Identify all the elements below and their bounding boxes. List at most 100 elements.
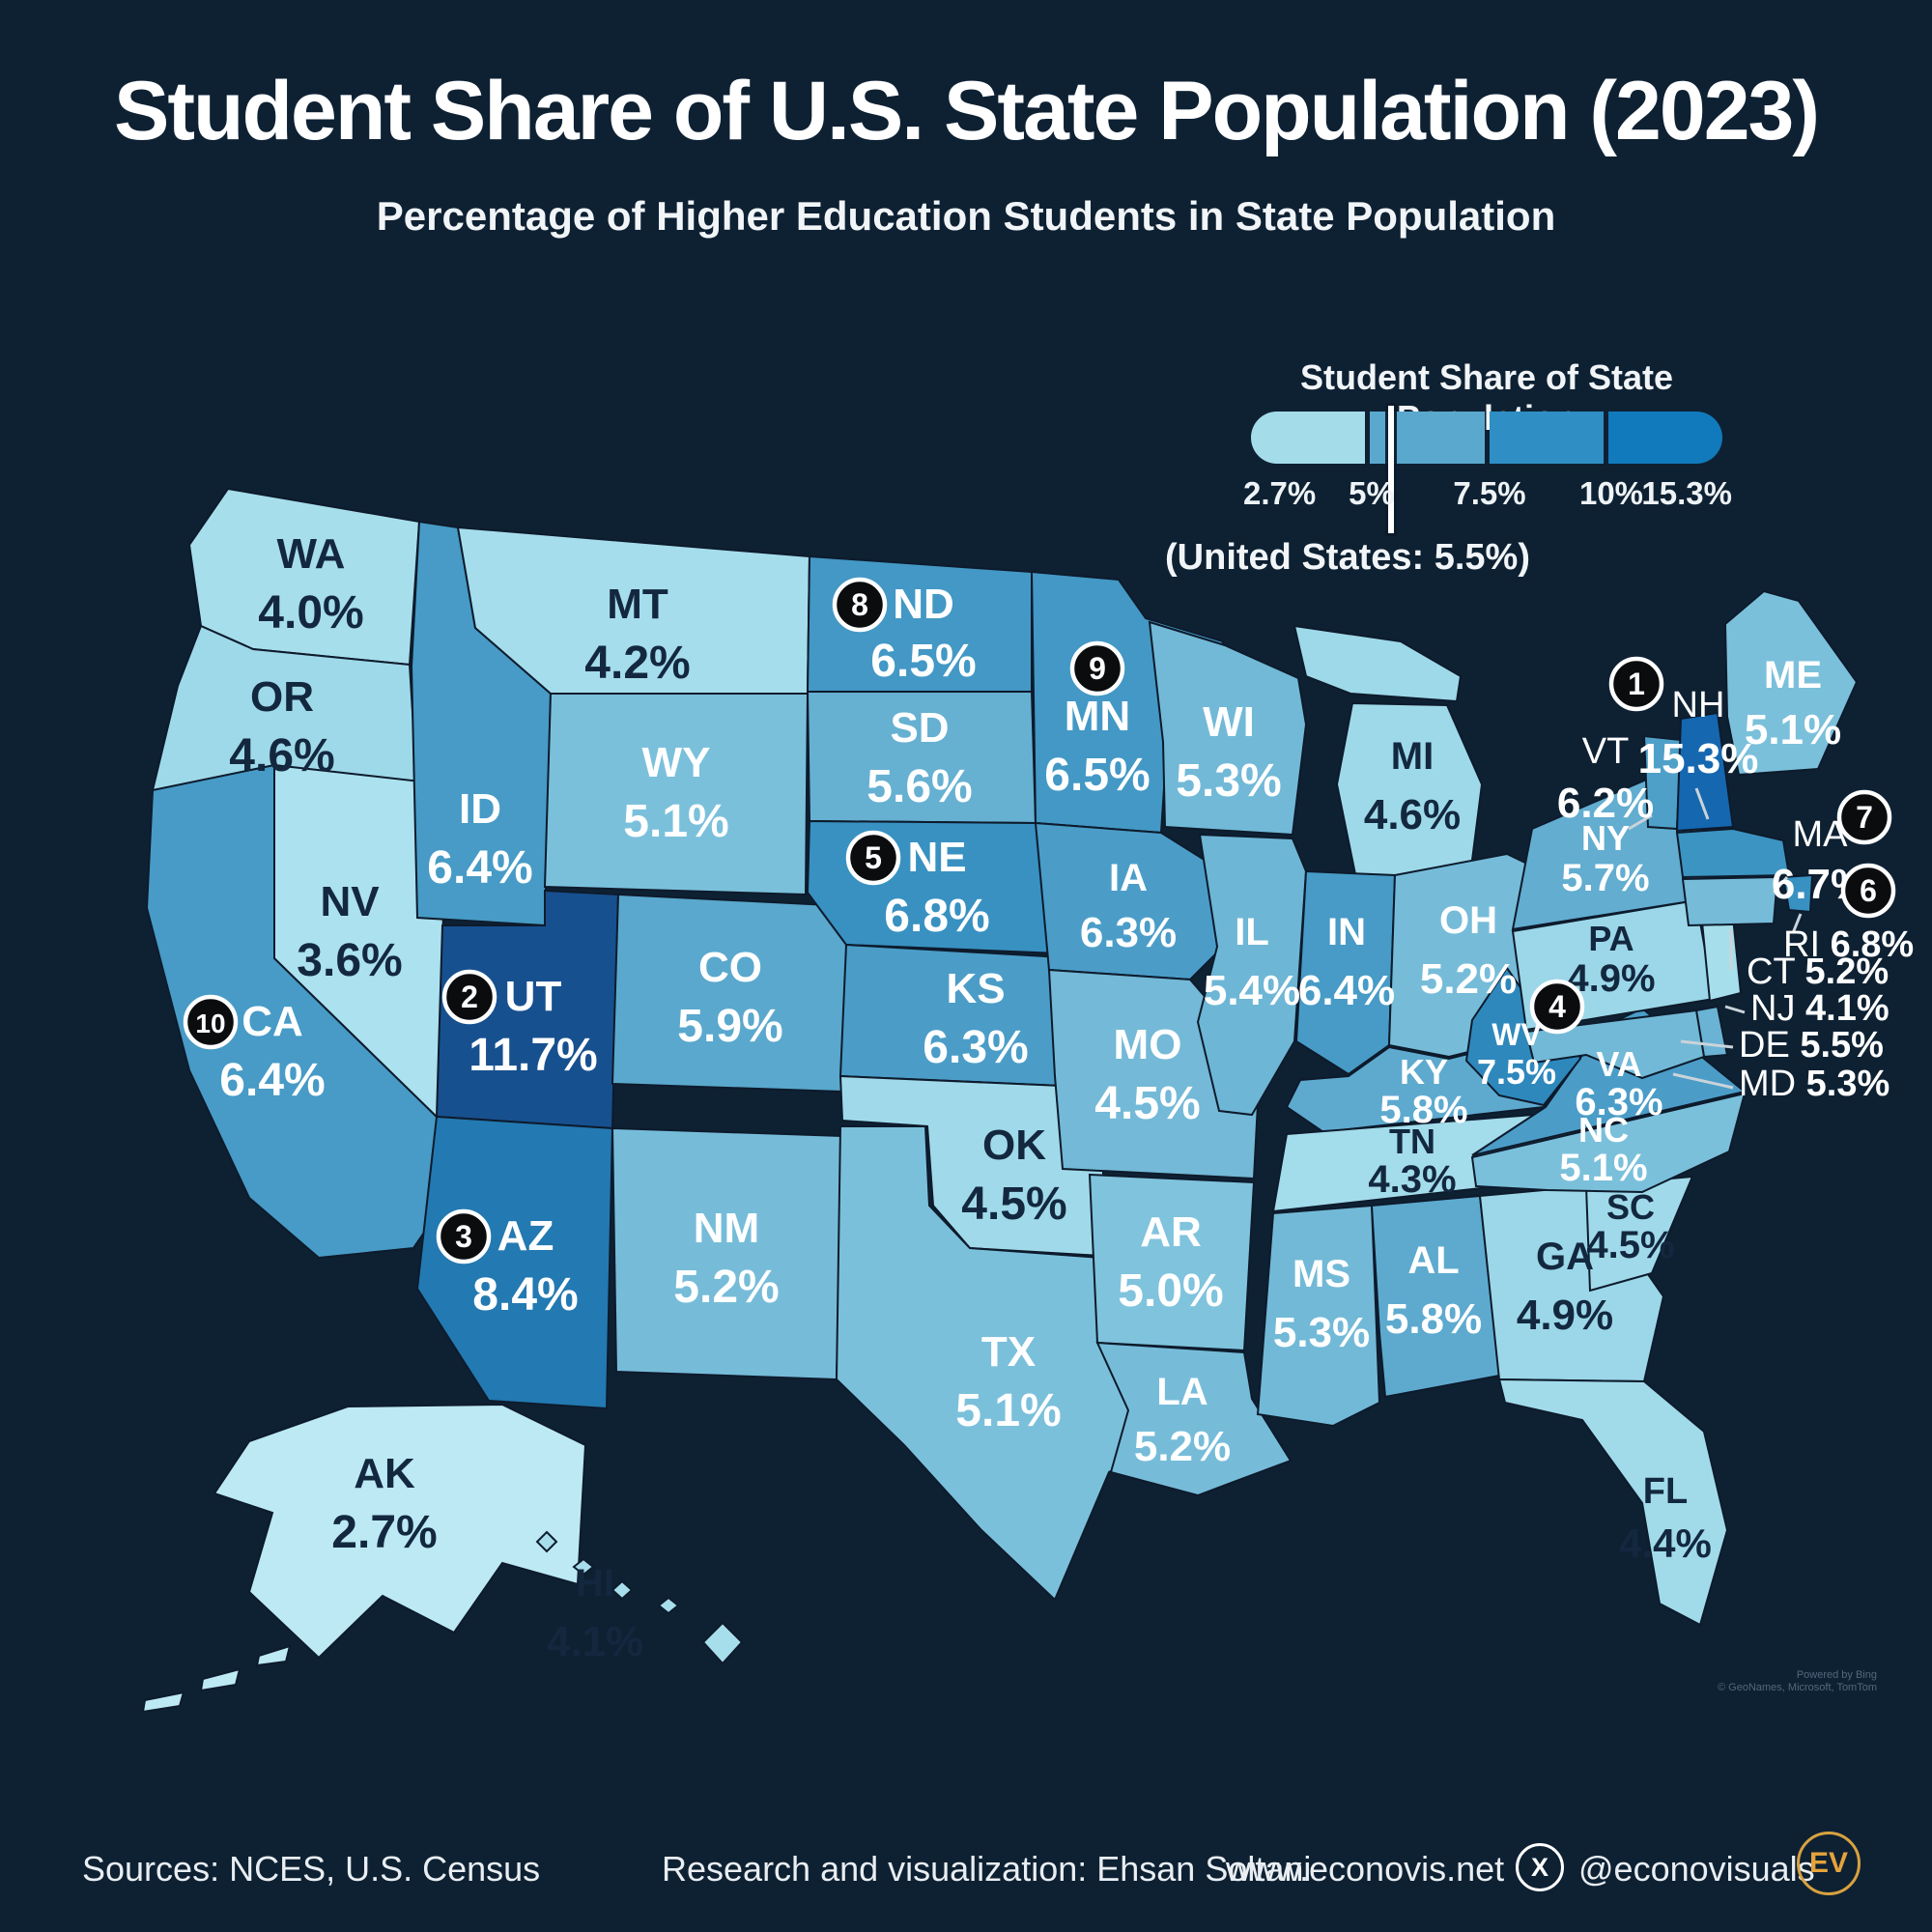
state-label-SC: SC bbox=[1606, 1187, 1655, 1227]
legend-tick: 2.7% bbox=[1243, 475, 1317, 511]
rank-badge-MA bbox=[1836, 789, 1892, 845]
rank-badge-number-RI: 6 bbox=[1860, 873, 1877, 908]
state-value-CO: 5.9% bbox=[677, 1001, 782, 1052]
state-shape-AK bbox=[213, 1403, 587, 1660]
state-shape-LA bbox=[1095, 1341, 1293, 1497]
state-shape-AK bbox=[255, 1644, 292, 1667]
state-label-ME: ME bbox=[1764, 654, 1822, 696]
rank-badge-MN bbox=[1069, 640, 1125, 696]
leader-line-RI bbox=[1791, 913, 1803, 934]
state-shape-HI bbox=[701, 1621, 744, 1665]
state-value-SC: 4.5% bbox=[1586, 1224, 1674, 1266]
state-value-KS: 6.3% bbox=[923, 1022, 1028, 1073]
map-attribution: Powered by Bing © GeoNames, Microsoft, T… bbox=[1491, 1669, 1877, 1694]
state-value-FL: 4.4% bbox=[1619, 1520, 1712, 1566]
rank-badge-number-CA: 10 bbox=[195, 1009, 225, 1038]
state-label-CA: CA bbox=[242, 998, 303, 1045]
footer-website-link[interactable]: www.econovis.net bbox=[1226, 1849, 1505, 1889]
state-value-MS: 5.3% bbox=[1273, 1309, 1370, 1356]
state-value-SD: 5.6% bbox=[867, 761, 972, 812]
state-label-VT: VT bbox=[1582, 731, 1630, 772]
state-shape-NC bbox=[1470, 1092, 1747, 1194]
state-value-NC: 5.1% bbox=[1559, 1147, 1647, 1189]
state-value-LA: 5.2% bbox=[1134, 1423, 1231, 1470]
rank-badge-number-NE: 5 bbox=[865, 840, 882, 875]
state-value-TN: 4.3% bbox=[1368, 1158, 1456, 1201]
rank-badge-AZ bbox=[436, 1208, 492, 1264]
state-label-WY: WY bbox=[642, 739, 711, 786]
state-shape-HI bbox=[657, 1596, 680, 1615]
state-label-NH: NH bbox=[1672, 685, 1725, 725]
rank-badge-ND bbox=[832, 577, 888, 633]
state-label-WA: WA bbox=[277, 530, 346, 578]
state-label-MO: MO bbox=[1114, 1021, 1182, 1068]
x-social-icon[interactable]: X bbox=[1516, 1843, 1564, 1891]
state-shape-AZ bbox=[415, 1115, 614, 1410]
footer-social-handle[interactable]: @econovisuals bbox=[1578, 1849, 1815, 1889]
leader-line-NH bbox=[1694, 787, 1710, 820]
state-value-OK: 4.5% bbox=[961, 1179, 1066, 1230]
page-subtitle: Percentage of Higher Education Students … bbox=[376, 193, 1556, 239]
state-shape-AR bbox=[1088, 1173, 1256, 1352]
state-label-AL: AL bbox=[1407, 1239, 1459, 1282]
state-label-KS: KS bbox=[946, 965, 1005, 1012]
state-value-WI: 5.3% bbox=[1176, 755, 1281, 807]
state-label-AR: AR bbox=[1140, 1208, 1202, 1256]
state-label-OK: OK bbox=[982, 1122, 1046, 1169]
state-shape-AL bbox=[1370, 1194, 1501, 1399]
state-label-ID: ID bbox=[459, 785, 501, 833]
state-label-CT: CT 5.2% bbox=[1747, 952, 1889, 992]
state-label-NM: NM bbox=[694, 1205, 759, 1252]
footer-sources: Sources: NCES, U.S. Census bbox=[82, 1849, 541, 1889]
state-label-DE: DE 5.5% bbox=[1739, 1025, 1884, 1065]
state-label-HI: HI bbox=[576, 1562, 614, 1605]
state-value-HI: 4.1% bbox=[547, 1618, 643, 1665]
legend-tick: 10% bbox=[1578, 475, 1644, 511]
state-value-NY: 5.7% bbox=[1561, 857, 1649, 899]
state-shape-IN bbox=[1294, 869, 1397, 1076]
state-label-OR: OR bbox=[250, 673, 314, 721]
leader-line-NJ bbox=[1724, 1005, 1746, 1014]
rank-badge-number-UT: 2 bbox=[461, 980, 478, 1014]
state-value-OH: 5.2% bbox=[1420, 955, 1517, 1003]
legend-segment-3 bbox=[1607, 412, 1722, 464]
state-label-NV: NV bbox=[320, 878, 380, 925]
state-value-NH: 15.3% bbox=[1638, 735, 1759, 782]
leader-line-VT bbox=[1628, 813, 1653, 831]
state-value-WY: 5.1% bbox=[623, 796, 728, 847]
state-label-WV: WV bbox=[1492, 1017, 1542, 1052]
state-label-AK: AK bbox=[354, 1450, 415, 1497]
rank-badge-number-MN: 9 bbox=[1089, 651, 1106, 686]
leader-line-DE bbox=[1680, 1039, 1734, 1049]
econovis-logo[interactable]: EV bbox=[1797, 1832, 1861, 1895]
legend-tick: 15.3% bbox=[1641, 475, 1732, 511]
rank-badge-NH bbox=[1608, 656, 1664, 712]
rank-badge-number-WV: 4 bbox=[1548, 989, 1566, 1024]
state-label-CO: CO bbox=[698, 944, 762, 991]
legend-color-bar bbox=[1251, 412, 1722, 464]
state-label-MS: MS bbox=[1293, 1253, 1350, 1295]
state-value-CA: 6.4% bbox=[219, 1055, 325, 1106]
state-label-IN: IN bbox=[1327, 911, 1366, 953]
rank-badge-number-NH: 1 bbox=[1628, 667, 1645, 701]
state-label-PA: PA bbox=[1588, 919, 1634, 958]
rank-badge-RI bbox=[1840, 863, 1896, 919]
state-label-VA: VA bbox=[1596, 1044, 1641, 1084]
map-attribution-line2: © GeoNames, Microsoft, TomTom bbox=[1718, 1682, 1877, 1693]
page-title: Student Share of U.S. State Population (… bbox=[113, 65, 1820, 157]
state-value-WA: 4.0% bbox=[258, 587, 363, 639]
state-shape-CO bbox=[611, 893, 850, 1094]
state-value-KY: 5.8% bbox=[1379, 1089, 1467, 1131]
state-label-LA: LA bbox=[1156, 1371, 1208, 1413]
state-shape-HI bbox=[611, 1579, 634, 1601]
rank-badge-UT bbox=[441, 969, 497, 1025]
rank-badge-number-AZ: 3 bbox=[455, 1219, 472, 1254]
state-value-IN: 6.4% bbox=[1298, 967, 1395, 1014]
rank-badge-NE bbox=[845, 830, 901, 886]
state-shape-RI bbox=[1781, 873, 1814, 914]
state-label-MI: MI bbox=[1391, 735, 1434, 778]
state-value-ME: 5.1% bbox=[1745, 706, 1841, 753]
map-attribution-line1: Powered by Bing bbox=[1796, 1669, 1877, 1681]
state-shape-MI bbox=[1293, 624, 1463, 703]
